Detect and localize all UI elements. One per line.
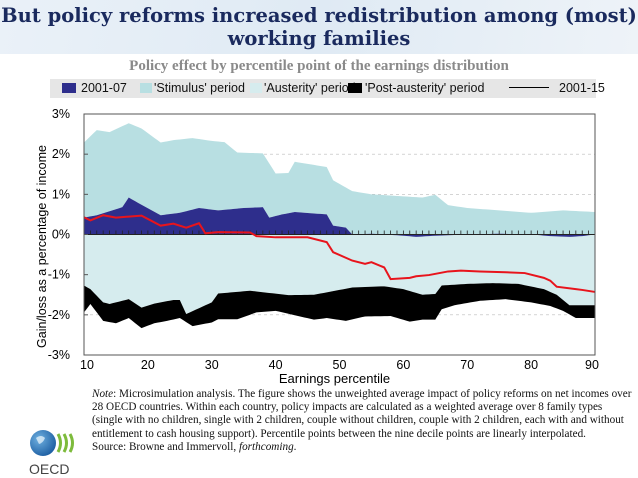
legend-swatch bbox=[348, 83, 362, 93]
legend-label: 2001-15 bbox=[559, 81, 605, 95]
legend-item-stimulus: 'Stimulus' period bbox=[140, 81, 245, 95]
y-tick-label: 2% bbox=[52, 147, 70, 161]
y-tick-label: -2% bbox=[48, 308, 70, 322]
legend-item-austerity: 'Austerity' period bbox=[250, 81, 356, 95]
legend-swatch bbox=[140, 83, 152, 93]
x-tick-label: 50 bbox=[333, 358, 347, 372]
logo-text: OECD bbox=[29, 461, 69, 476]
legend-label: 'Austerity' period bbox=[264, 81, 356, 95]
note-label: Note bbox=[92, 388, 114, 400]
stimulus-area bbox=[84, 123, 595, 235]
x-tick-label: 40 bbox=[269, 358, 283, 372]
legend-swatch bbox=[62, 83, 76, 93]
legend-label: 'Post-austerity' period bbox=[365, 81, 485, 95]
slide-title: But policy reforms increased redistribut… bbox=[1, 4, 637, 50]
y-tick-label: 1% bbox=[52, 187, 70, 201]
note: Note: Microsimulation analysis. The figu… bbox=[92, 388, 632, 454]
oecd-logo: OECD bbox=[29, 430, 74, 476]
legend-label: 'Stimulus' period bbox=[154, 81, 245, 95]
x-tick-label: 90 bbox=[585, 358, 599, 372]
legend-line bbox=[509, 87, 549, 88]
y-tick-label: -1% bbox=[48, 268, 70, 282]
x-tick-label: 30 bbox=[205, 358, 219, 372]
legend-label: 2001-07 bbox=[81, 81, 127, 95]
legend-item-post-austerity: 'Post-austerity' period bbox=[348, 81, 484, 95]
source-status: forthcoming bbox=[238, 440, 294, 453]
source-suffix: . bbox=[293, 440, 297, 453]
y-tick-label: 3% bbox=[52, 107, 70, 121]
y-tick-label: 0% bbox=[52, 228, 70, 242]
x-tick-label: 60 bbox=[396, 358, 410, 372]
legend: 2001-07 'Stimulus' period 'Austerity' pe… bbox=[50, 79, 605, 98]
chart: 3% 2% 1% 0% -1% -2% -3% 10 20 30 40 50 60 70 80 90 Earni… bbox=[35, 107, 599, 386]
x-axis-label: Earnings percentile bbox=[279, 371, 390, 386]
austerity-area bbox=[84, 234, 595, 315]
note-text: : Microsimulation analysis. The figure s… bbox=[92, 388, 632, 440]
legend-item-2001-15: 2001-15 bbox=[509, 81, 605, 95]
legend-swatch bbox=[250, 83, 262, 93]
y-axis-label: Gain/loss as a percentage of income bbox=[35, 145, 49, 348]
post-austerity-area bbox=[84, 283, 595, 329]
x-tick-label: 80 bbox=[524, 358, 538, 372]
source-text: Source: Browne and Immervoll, bbox=[92, 440, 239, 453]
x-tick-label: 70 bbox=[460, 358, 474, 372]
y-tick-label: -3% bbox=[48, 348, 70, 362]
x-tick-label: 10 bbox=[80, 358, 94, 372]
2001-07-area bbox=[84, 197, 595, 237]
chart-title: Policy effect by percentile point of the… bbox=[129, 58, 509, 74]
line-2001-15 bbox=[83, 214, 596, 293]
legend-item-2001-07: 2001-07 bbox=[62, 81, 127, 95]
x-tick-label: 20 bbox=[141, 358, 155, 372]
title-banner bbox=[0, 0, 638, 54]
